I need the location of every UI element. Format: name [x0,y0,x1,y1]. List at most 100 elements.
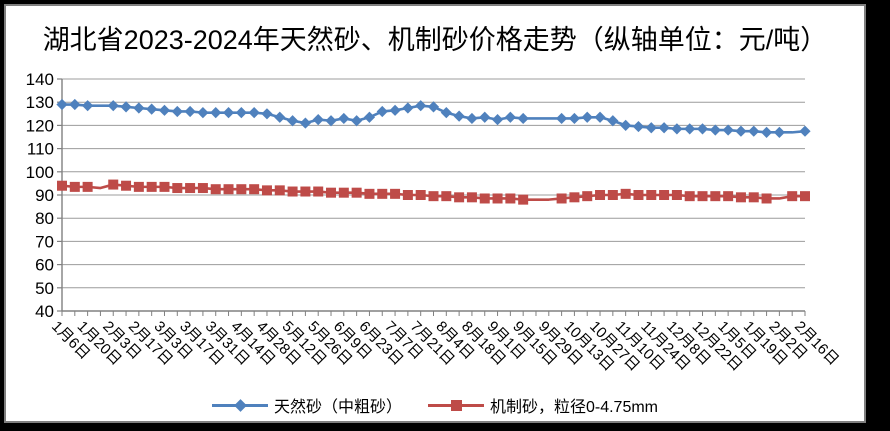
x-axis-ticks [61,311,806,316]
chart-legend: 天然砂（中粗砂） 机制砂，粒径0-4.75mm [6,393,864,417]
square-marker [300,186,311,197]
square-marker [402,190,413,200]
diamond-marker [351,115,363,127]
square-marker [197,183,208,194]
square-marker [364,188,375,199]
diamond-marker [248,107,260,119]
legend-item-natural-sand: 天然砂（中粗砂） [211,393,402,417]
square-marker [492,193,503,204]
square-marker [236,184,247,195]
square-marker [121,180,132,191]
diamond-marker [363,111,376,123]
square-marker [671,190,682,200]
square-marker [326,187,337,198]
diamond-marker [274,111,286,123]
square-marker [582,191,593,202]
square-marker [518,194,529,205]
square-marker [146,181,157,192]
diamond-marker [82,100,94,112]
square-marker [620,188,631,199]
diamond-marker [504,111,516,123]
square-marker [607,190,618,200]
diamond-marker [261,108,273,120]
svg-text:130: 130 [26,93,54,112]
diamond-marker [773,126,785,138]
square-marker [787,191,798,202]
square-marker [684,191,695,202]
series-natural-sand [56,98,811,138]
square-marker [710,191,721,202]
square-marker [761,193,772,204]
diamond-marker [184,105,196,118]
diamond-marker-icon [234,398,247,412]
diamond-marker [146,103,158,115]
square-marker [735,192,746,203]
svg-text:40: 40 [35,302,54,321]
natural-sand-line-icon [211,398,268,412]
diamond-marker [389,104,401,116]
diamond-marker [325,115,337,127]
square-marker [633,190,644,200]
diamond-marker [748,125,760,137]
square-marker [748,192,759,203]
diamond-marker [658,122,670,134]
svg-text:80: 80 [35,209,54,228]
diamond-marker [671,123,683,135]
square-marker [185,183,196,194]
legend-label-natural-sand: 天然砂（中粗砂） [273,399,402,416]
diamond-marker [299,117,311,129]
square-marker [505,193,516,204]
diamond-marker [158,104,171,116]
square-marker [595,190,606,200]
square-marker [338,187,349,198]
square-marker [57,180,67,191]
diamond-marker [312,114,324,126]
diamond-marker [632,120,645,133]
diamond-marker [338,112,350,125]
square-marker [415,190,426,200]
square-marker [261,185,272,196]
x-axis-labels: 1月6日1月20日2月3日2月17日3月3日3月17日3月31日4月14日4月2… [48,318,842,375]
diamond-marker [594,111,606,123]
diamond-marker [427,101,440,113]
square-marker [108,179,119,190]
svg-text:90: 90 [35,186,54,205]
diamond-marker [620,119,632,131]
square-marker [697,191,708,202]
diamond-marker [402,102,414,114]
diamond-marker [415,100,427,112]
square-marker [723,191,734,202]
y-axis-labels: 140 130 120 110 100 90 80 70 60 50 40 [26,70,54,321]
square-marker [274,185,285,196]
square-marker [82,181,93,192]
svg-text:70: 70 [35,232,54,251]
diamond-marker [760,126,773,138]
diamond-marker [568,112,581,125]
diamond-marker [607,115,619,127]
series-machine-sand [57,179,810,205]
diamond-marker [235,107,247,119]
svg-text:50: 50 [35,279,54,298]
diamond-marker [799,125,811,137]
diamond-marker [645,122,657,134]
square-marker [479,193,490,204]
price-chart-svg: 140 130 120 110 100 90 80 70 60 50 401月6日1月20日2月3日… [26,70,842,375]
legend-item-machine-sand: 机制砂，粒径0-4.75mm [427,393,659,417]
diamond-marker [120,101,132,113]
svg-text:120: 120 [26,116,54,135]
diamond-marker [479,111,491,123]
diamond-marker [735,125,747,137]
square-marker-icon [450,399,462,411]
diamond-marker [696,123,709,135]
diamond-marker [171,105,183,118]
square-marker [287,186,298,197]
diamond-marker [133,102,145,114]
diamond-marker [286,115,299,127]
diamond-marker [222,107,235,119]
chart-area: 湖北省2023-2024年天然砂、机制砂价格走势（纵轴单位：元/吨） 140 13… [4,4,866,423]
square-marker [377,188,388,199]
legend-label-machine-sand: 机制砂，粒径0-4.75mm [489,399,659,416]
square-marker [441,191,452,202]
square-marker [159,181,170,192]
